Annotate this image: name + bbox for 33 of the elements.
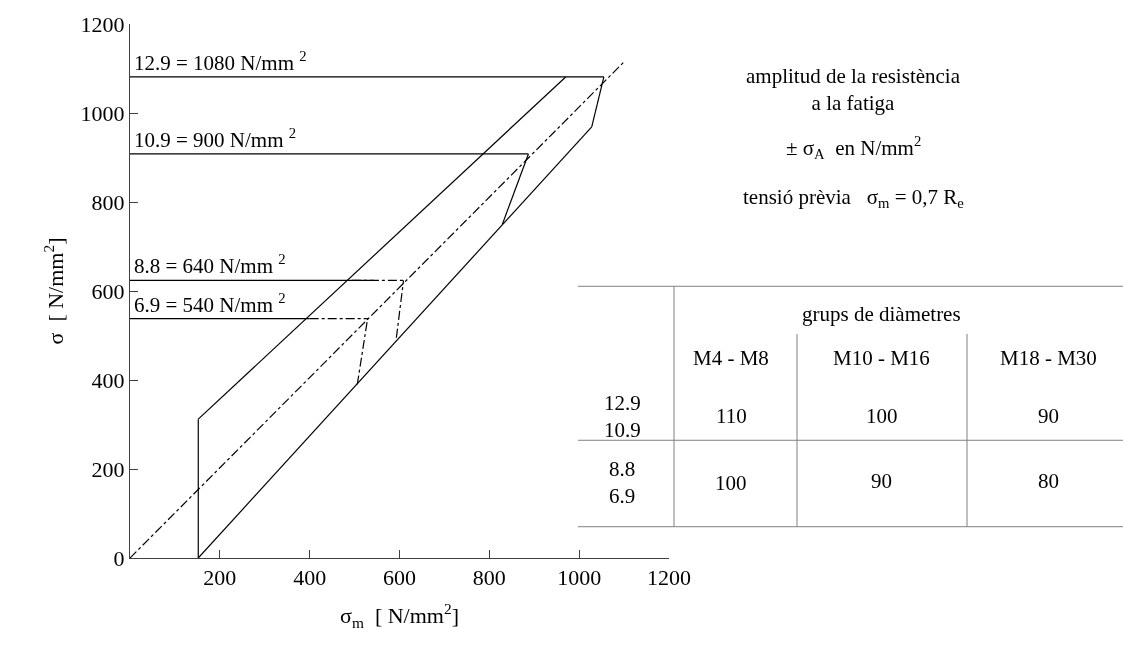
y-tick-label: 0 — [113, 545, 125, 571]
text: M10 - M16 — [833, 346, 930, 370]
text: 100 — [866, 404, 898, 428]
x-tick-label: 600 — [383, 565, 416, 591]
x-axis-title: σ$_{m}$ [ N/mm$^{2}$] — [340, 600, 459, 631]
y-tick-label: 200 — [91, 456, 125, 482]
x-tick-label: 200 — [203, 565, 237, 591]
annotation: 12.9 10.9 — [604, 391, 641, 443]
y-tick-label: 800 — [91, 189, 125, 215]
y-tick-label: 1200 — [80, 11, 125, 37]
text: M4 - M8 — [693, 346, 769, 370]
text: tensió prèvia σ$_{m}$ = 0,7 R$_{e}$ — [743, 185, 965, 212]
text: ± σ$_{A}$ en N/mm$^{2}$ — [786, 133, 922, 163]
y-tick-label: 400 — [91, 367, 125, 393]
text: 90 — [1038, 404, 1059, 428]
y-tick-label: 1000 — [80, 100, 125, 126]
text: M18 - M30 — [1000, 346, 1097, 370]
annotation: 12.9 = 1080 N/mm $^{2}$ — [134, 48, 307, 75]
annotation: 6.9 = 540 N/mm $^{2}$ — [134, 290, 286, 317]
text: 110 — [716, 404, 747, 428]
x-tick-label: 1200 — [647, 565, 691, 591]
x-tick-label: 800 — [472, 565, 506, 591]
x-tick-label: 1000 — [557, 565, 602, 591]
x-tick-label: 400 — [293, 565, 327, 591]
annotation: 8.8 = 640 N/mm $^{2}$ — [134, 251, 286, 278]
text: grups de diàmetres — [802, 302, 961, 326]
text: 90 — [871, 469, 892, 493]
annotation: 8.8 6.9 — [609, 457, 636, 509]
annotation: 10.9 = 900 N/mm $^{2}$ — [134, 125, 297, 152]
text: 80 — [1038, 469, 1059, 493]
text: 100 — [715, 471, 747, 495]
y-tick-label: 600 — [91, 278, 125, 304]
text: amplitud de la resistència a la fatiga — [746, 64, 961, 116]
